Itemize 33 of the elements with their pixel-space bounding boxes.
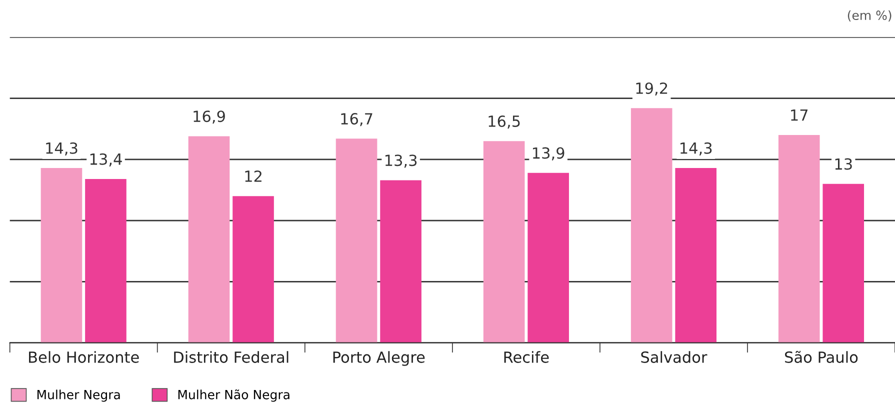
bar (85, 178, 126, 343)
data-label: 19,2 (636, 82, 668, 96)
x-tick-label: Recife (504, 351, 549, 363)
text: (em %) (848, 10, 892, 22)
data-label: 14,3 (46, 142, 78, 156)
bar (483, 141, 525, 343)
bar (822, 184, 864, 343)
data-label: 12 (245, 170, 262, 182)
data-label: 16,7 (341, 113, 372, 126)
legend-label: Mulher Não Negra (178, 389, 290, 402)
data-label: 16,5 (488, 115, 520, 129)
data-label: 16,9 (194, 110, 225, 124)
bar (380, 180, 422, 343)
x-tick-label: Distrito Federal (174, 351, 288, 363)
data-label: 13,4 (90, 153, 122, 166)
bar (188, 136, 230, 343)
x-tick-label: Salvador (641, 351, 708, 363)
bar (778, 134, 820, 343)
bar (40, 168, 82, 343)
x-tick-label: São Paulo (785, 350, 858, 363)
x-tick-label: Porto Alegre (333, 351, 425, 366)
data-label: 14,3 (680, 142, 712, 156)
bar (675, 168, 716, 343)
data-label: 17 (791, 110, 808, 121)
data-label: 13,9 (532, 147, 564, 160)
legend-label: Mulher Negra (37, 390, 120, 402)
bar (232, 196, 274, 343)
data-label: 13 (835, 158, 852, 170)
data-label: 13,3 (385, 154, 417, 168)
bar (336, 138, 378, 343)
x-tick-label: Belo Horizonte (29, 351, 139, 363)
bar (528, 172, 569, 343)
bar (630, 108, 672, 343)
